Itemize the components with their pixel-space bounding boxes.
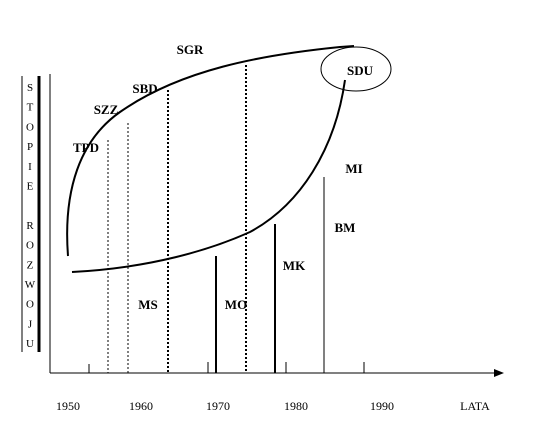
label-bm: BM [335,220,356,235]
y-axis-label-letter: U [26,338,34,350]
label-sbd: SBD [132,81,157,96]
y-axis-label-letter: J [28,318,33,330]
label-mi: MI [345,161,362,176]
y-axis-label-frame [21,76,41,352]
y-axis-label-letter: W [25,279,36,291]
y-axis-label-letter: S [27,82,33,94]
x-tick-1960: 1960 [129,399,153,413]
label-szz: SZZ [94,102,119,117]
y-axis-label-letter: R [26,220,34,232]
lower-growth-curve [71,79,346,273]
lower-vertical-lines [215,177,325,373]
label-mk: MK [283,258,306,273]
x-tick-1970: 1970 [206,399,230,413]
label-ms: MS [138,297,158,312]
y-axis-label-letter: Z [27,259,34,271]
label-sgr: SGR [177,42,204,57]
y-axis-label-letter: O [26,299,34,311]
y-axis-label-letter: E [27,181,34,193]
x-tick-1980: 1980 [284,399,308,413]
y-axis-label-letter: O [26,121,34,133]
y-axis-label-letter: O [26,240,34,252]
x-tick-1950: 1950 [56,399,80,413]
label-sdu: SDU [347,63,374,78]
y-axis-label-letter: I [28,161,32,173]
sdu-ellipse [320,46,392,92]
upper-growth-curve [66,45,355,257]
y-axis-label-letter: P [27,141,33,153]
label-tpd: TPD [73,140,99,155]
x-axis-label: LATA [460,399,490,413]
x-axis-tick-marks [88,362,365,373]
y-axis-label-letter: T [27,102,34,114]
x-tick-1990: 1990 [370,399,394,413]
upper-dashed-lines [107,65,247,373]
x-axis-arrow [494,369,504,377]
label-mo: MO [225,297,247,312]
